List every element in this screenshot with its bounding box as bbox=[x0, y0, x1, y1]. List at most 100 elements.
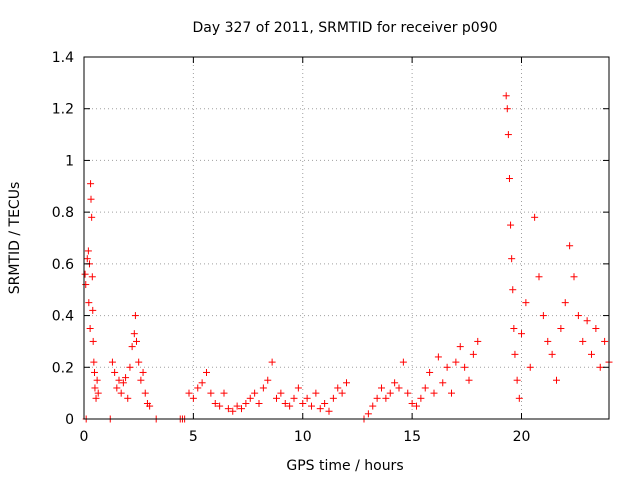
data-point bbox=[273, 394, 280, 402]
axis-ticks bbox=[83, 56, 609, 420]
x-tick-labels: 0 5 10 15 20 bbox=[80, 429, 531, 445]
data-point bbox=[89, 306, 97, 314]
y-tick-label: 0.6 bbox=[52, 257, 74, 273]
data-point bbox=[566, 242, 574, 250]
data-point bbox=[321, 399, 329, 407]
x-tick-label: 5 bbox=[189, 429, 198, 445]
y-tick-label: 0.4 bbox=[52, 309, 74, 325]
data-point bbox=[426, 368, 434, 376]
data-point bbox=[469, 350, 477, 358]
data-point bbox=[89, 337, 97, 345]
data-point bbox=[522, 299, 530, 307]
data-point bbox=[386, 389, 394, 397]
data-point bbox=[515, 394, 523, 402]
data-point bbox=[294, 384, 302, 392]
data-point bbox=[535, 273, 543, 281]
data-point bbox=[82, 281, 90, 289]
data-point bbox=[601, 337, 609, 345]
data-point bbox=[443, 363, 451, 371]
x-tick-label: 10 bbox=[294, 429, 312, 445]
data-point bbox=[268, 358, 276, 366]
y-tick-label: 1 bbox=[65, 153, 74, 169]
data-point bbox=[329, 394, 337, 402]
data-point bbox=[216, 402, 224, 410]
data-point bbox=[378, 384, 385, 392]
data-point bbox=[242, 399, 250, 407]
data-point bbox=[505, 175, 513, 183]
data-point bbox=[128, 343, 136, 351]
data-point bbox=[255, 399, 263, 407]
data-point bbox=[504, 131, 512, 139]
data-point bbox=[343, 379, 350, 387]
data-point bbox=[277, 389, 285, 397]
x-axis-title: GPS time / hours bbox=[286, 458, 403, 474]
data-point bbox=[408, 399, 416, 407]
data-point bbox=[211, 399, 219, 407]
data-point bbox=[233, 402, 241, 410]
data-point bbox=[259, 384, 267, 392]
data-point bbox=[264, 376, 272, 384]
data-point bbox=[207, 389, 215, 397]
data-points bbox=[81, 92, 613, 423]
data-point bbox=[139, 368, 147, 376]
x-tick-label: 15 bbox=[403, 429, 421, 445]
data-point bbox=[281, 399, 289, 407]
data-point bbox=[539, 312, 547, 320]
data-point bbox=[570, 273, 578, 281]
data-point bbox=[325, 407, 333, 415]
data-point bbox=[141, 389, 149, 397]
data-point bbox=[456, 343, 464, 351]
data-point bbox=[531, 213, 539, 221]
data-point bbox=[452, 358, 460, 366]
data-point bbox=[508, 255, 516, 263]
data-point bbox=[518, 330, 525, 338]
data-point bbox=[316, 405, 324, 413]
data-point bbox=[84, 247, 92, 255]
y-axis-title: SRMTID / TECUs bbox=[7, 182, 23, 295]
data-point bbox=[382, 394, 390, 402]
data-point bbox=[286, 402, 294, 410]
data-point bbox=[92, 394, 100, 402]
data-point bbox=[87, 195, 95, 203]
data-point bbox=[308, 402, 315, 410]
data-point bbox=[115, 376, 123, 384]
data-point bbox=[448, 389, 455, 397]
data-point bbox=[334, 384, 342, 392]
data-point bbox=[94, 389, 102, 397]
data-point bbox=[461, 363, 469, 371]
plot-frame bbox=[83, 56, 610, 420]
data-point bbox=[137, 376, 145, 384]
data-point bbox=[224, 405, 232, 413]
data-point bbox=[502, 92, 510, 100]
data-point bbox=[503, 105, 511, 113]
data-point bbox=[251, 389, 259, 397]
data-point bbox=[86, 325, 94, 332]
data-point bbox=[146, 402, 154, 410]
data-point bbox=[90, 358, 98, 366]
data-point bbox=[513, 376, 521, 384]
data-point bbox=[203, 368, 210, 376]
data-point bbox=[395, 384, 403, 392]
data-point bbox=[434, 353, 442, 361]
data-point bbox=[399, 358, 407, 366]
data-point bbox=[511, 350, 519, 358]
data-point bbox=[126, 363, 134, 371]
data-point bbox=[303, 394, 311, 402]
y-tick-label: 1.2 bbox=[52, 102, 74, 118]
data-point bbox=[404, 389, 412, 397]
data-point bbox=[111, 368, 119, 376]
y-tick-label: 0.8 bbox=[52, 205, 74, 221]
data-point bbox=[93, 376, 101, 384]
x-tick-label: 20 bbox=[513, 429, 531, 445]
data-point bbox=[87, 180, 95, 188]
data-point bbox=[548, 350, 556, 358]
data-point bbox=[135, 358, 143, 366]
data-point bbox=[194, 384, 202, 392]
data-point bbox=[421, 384, 429, 392]
data-point bbox=[113, 384, 121, 392]
data-point bbox=[88, 273, 96, 281]
data-point bbox=[91, 368, 98, 376]
data-point bbox=[474, 337, 482, 345]
data-point bbox=[557, 325, 565, 332]
chart-title: Day 327 of 2011, SRMTID for receiver p09… bbox=[192, 20, 497, 36]
